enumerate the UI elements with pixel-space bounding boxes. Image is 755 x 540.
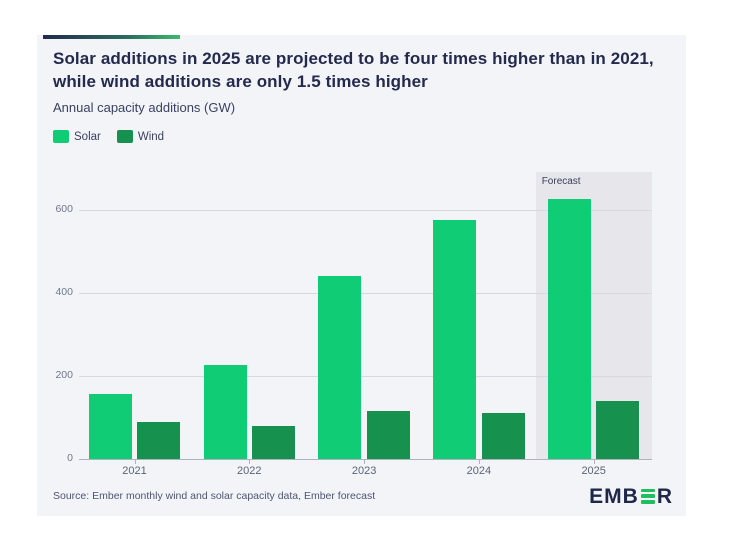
bar-wind-2025: [596, 400, 640, 459]
legend-label-wind: Wind: [137, 130, 165, 143]
chart-title: Solar additions in 2025 are projected to…: [53, 49, 654, 91]
x-tick-label-2024: 2024: [466, 465, 492, 477]
bar-wind-2024: [481, 412, 525, 459]
bar-solar-2021: [88, 393, 132, 459]
y-tick-label-0: 0: [67, 452, 73, 464]
y-tick-label-600: 600: [55, 203, 73, 215]
bar-wind-2021: [137, 421, 181, 459]
y-tick-label-400: 400: [55, 286, 73, 298]
x-tick-label-2021: 2021: [122, 465, 147, 477]
x-tick-mark-2025: [593, 460, 595, 464]
bar-solar-2025: [547, 198, 591, 459]
gridline-200: [79, 376, 652, 377]
solar-swatch: [53, 130, 69, 144]
forecast-label: Forecast: [541, 176, 581, 187]
chart-subtitle: Annual capacity additions (GW): [53, 100, 236, 116]
x-tick-mark-2023: [364, 460, 366, 464]
gridline-600: [79, 210, 652, 211]
logo-text-post: R: [656, 484, 673, 508]
gridline-400: [79, 293, 652, 294]
y-tick-label-200: 200: [55, 369, 73, 381]
source-note: Source: Ember monthly wind and solar cap…: [53, 490, 376, 502]
bar-wind-2023: [366, 410, 410, 459]
bar-solar-2023: [318, 276, 362, 459]
x-tick-mark-2021: [134, 460, 136, 464]
x-tick-label-2025: 2025: [581, 465, 606, 477]
legend-item-wind: Wind: [116, 130, 165, 144]
accent-gradient-bar: [43, 35, 180, 39]
legend: Solar Wind: [53, 130, 670, 144]
bar-solar-2022: [203, 365, 247, 459]
bar-wind-2022: [252, 425, 296, 459]
x-axis-line: [79, 459, 652, 460]
wind-swatch: [116, 130, 133, 144]
ember-logo: EMB R: [589, 486, 673, 507]
x-tick-mark-2024: [478, 460, 480, 464]
x-tick-label-2023: 2023: [351, 465, 377, 477]
chart-footer: Source: Ember monthly wind and solar cap…: [53, 482, 673, 510]
x-tick-mark-2022: [249, 460, 251, 464]
x-tick-label-2022: 2022: [237, 465, 262, 477]
legend-item-solar: Solar: [53, 130, 101, 144]
logo-text-pre: EMB: [589, 484, 639, 508]
bar-solar-2024: [433, 219, 477, 459]
legend-label-solar: Solar: [74, 130, 101, 143]
logo-e-bars-icon: [640, 488, 655, 504]
